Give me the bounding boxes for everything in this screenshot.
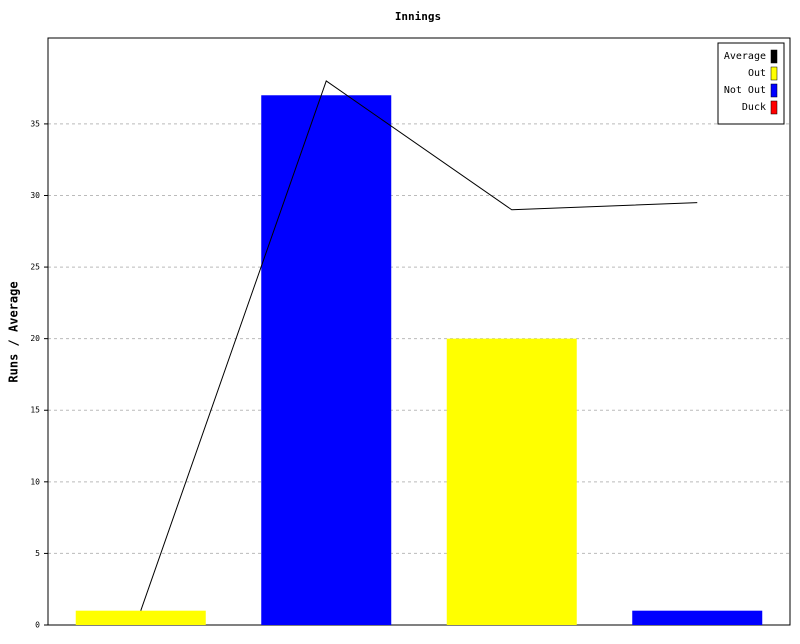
chart-title: Innings — [395, 10, 441, 23]
legend-swatch — [770, 100, 778, 115]
legend-swatch — [770, 49, 778, 64]
y-tick-label: 30 — [30, 191, 40, 200]
bar — [261, 95, 392, 625]
plot-frame — [47, 37, 791, 626]
y-tick-label: 35 — [30, 119, 40, 128]
legend-label: Duck — [742, 102, 766, 113]
legend-label: Average — [724, 51, 766, 62]
y-tick-label: 5 — [35, 549, 40, 558]
legend: Average Out Not Out Duck — [717, 42, 785, 125]
bar — [446, 338, 577, 625]
bar — [632, 610, 763, 625]
y-tick-label: 10 — [30, 477, 40, 486]
legend-swatch — [770, 66, 778, 81]
legend-label: Out — [748, 68, 766, 79]
y-tick-label: 0 — [35, 621, 40, 630]
y-tick-label: 15 — [30, 406, 40, 415]
y-tick-label: 25 — [30, 263, 40, 272]
average-line — [140, 80, 698, 611]
bar — [75, 610, 206, 625]
y-axis-label: Runs / Average — [7, 281, 21, 382]
y-tick-label: 20 — [30, 334, 40, 343]
legend-label: Not Out — [724, 85, 766, 96]
legend-swatch — [770, 83, 778, 98]
